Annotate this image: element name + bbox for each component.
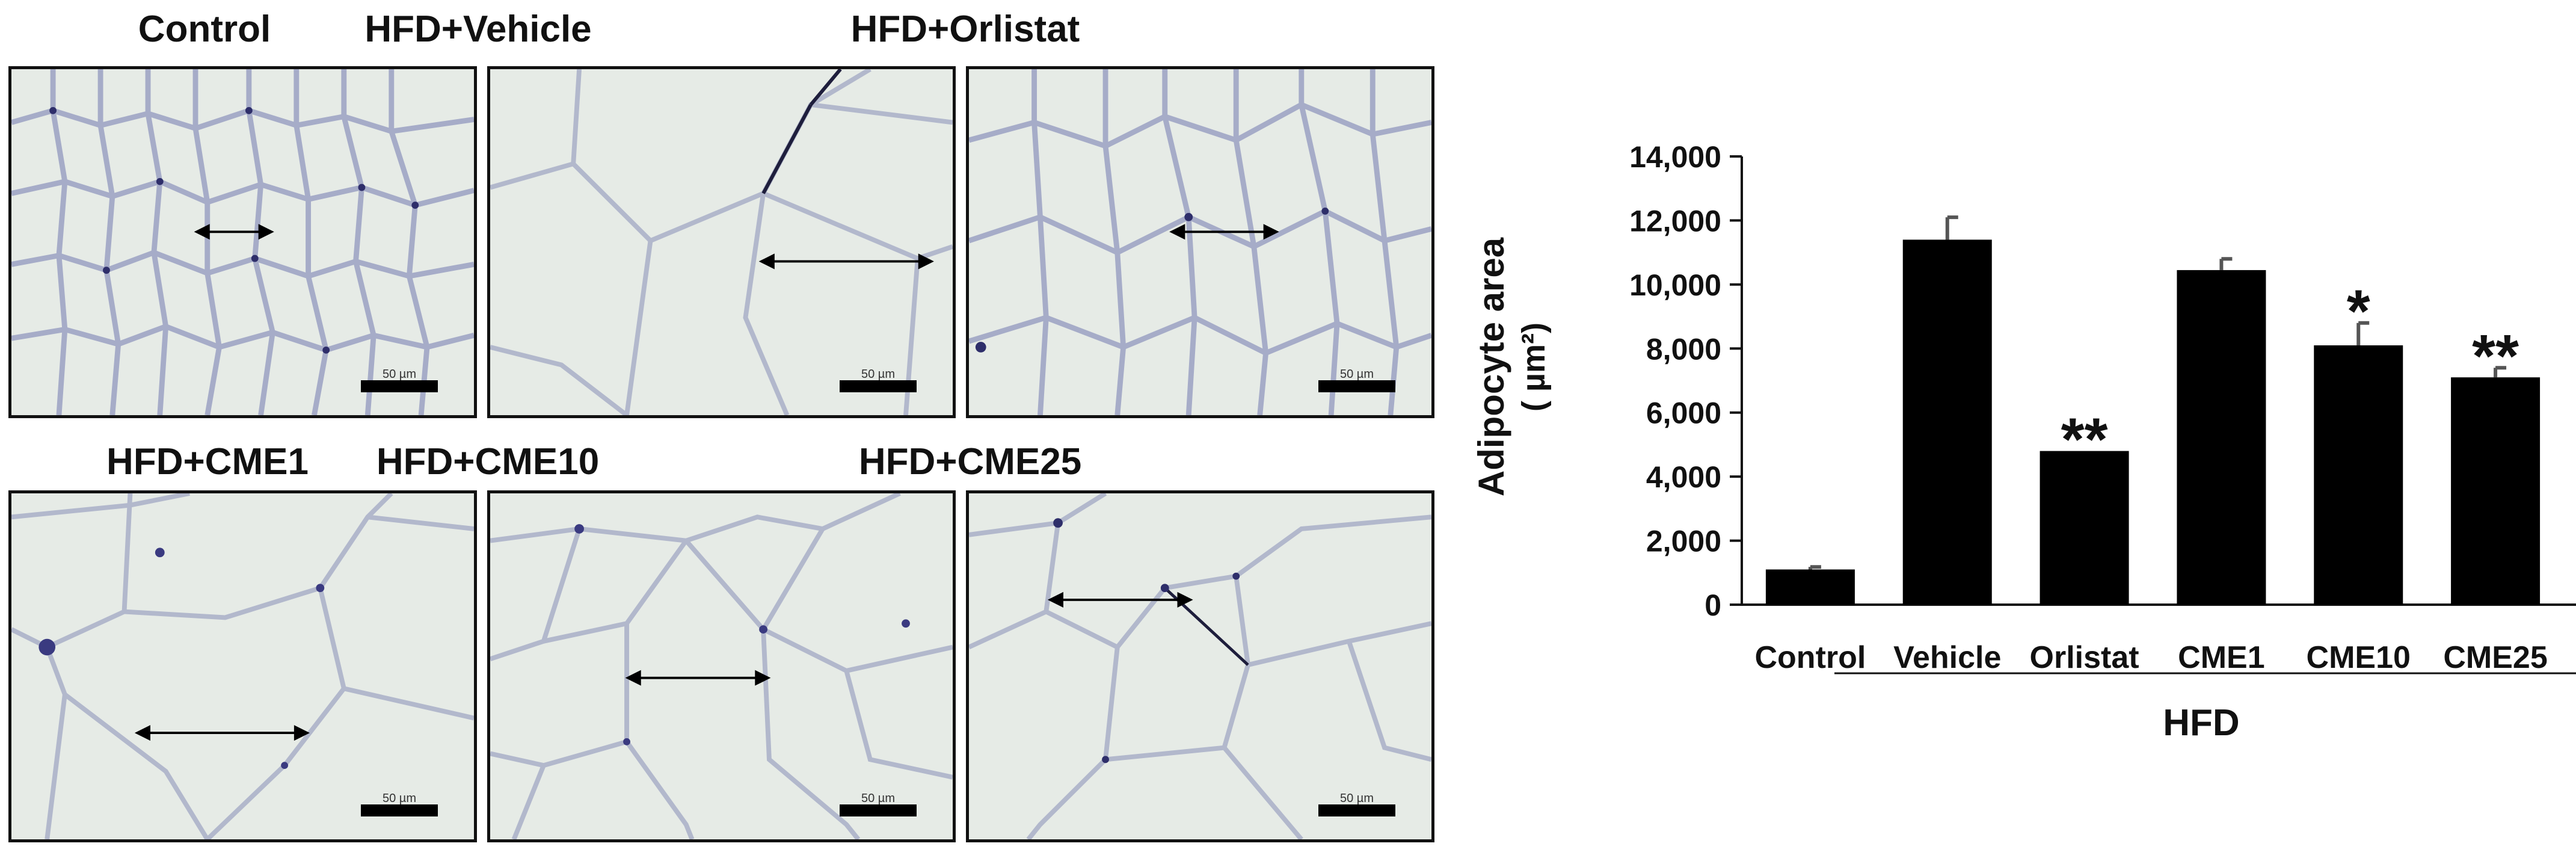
y-axis-label-line2: ( µm²)	[1516, 322, 1552, 412]
bar-control	[1765, 569, 1855, 605]
scale-bar	[840, 380, 917, 392]
significance-marker: *	[2347, 278, 2370, 345]
scale-bar-label: 50 µm	[383, 368, 416, 381]
micrograph-control: 50 µm	[8, 66, 477, 418]
y-tick-label: 10,000	[1629, 268, 1721, 302]
scale-bar-label: 50 µm	[1340, 368, 1374, 381]
significance-marker: **	[2061, 406, 2108, 474]
hfd-group-label: HFD	[2163, 702, 2239, 744]
scale-bar	[1318, 380, 1395, 392]
y-tick-label: 14,000	[1629, 140, 1721, 174]
bar-vehicle	[1902, 239, 1992, 605]
adipocyte-area-chart: Adipocyte area ( µm²) 0 2,000 4,000 6,000 8,…	[1456, 0, 2576, 861]
panel-title-control: Control	[138, 8, 271, 50]
scale-bar-label: 50 µm	[861, 792, 895, 805]
chart-svg: Adipocyte area ( µm²) 0 2,000 4,000 6,000 8,…	[1471, 140, 2576, 744]
scale-bar	[840, 804, 917, 816]
y-tick-label: 12,000	[1629, 204, 1721, 238]
x-tick-label: Control	[1754, 640, 1866, 675]
y-tick-label: 4,000	[1646, 460, 1721, 494]
scale-bar-label: 50 µm	[1340, 792, 1374, 805]
panel-title-hfd-orlistat: HFD+Orlistat	[850, 8, 1080, 50]
panel-title-hfd-cme1: HFD+CME1	[106, 441, 309, 483]
bar-cme10	[2314, 345, 2403, 605]
x-tick-label: Orlistat	[2030, 640, 2139, 675]
panel-title-hfd-cme10: HFD+CME10	[376, 441, 600, 483]
y-tick-label: 2,000	[1646, 525, 1721, 558]
micrograph-hfd-orlistat: 50 µm	[966, 66, 1434, 418]
significance-marker: **	[2472, 322, 2519, 390]
bar-cme1	[2177, 270, 2266, 605]
y-tick-label: 6,000	[1646, 397, 1721, 430]
x-tick-label: CME1	[2178, 640, 2264, 675]
bar-orlistat	[2040, 451, 2129, 605]
micrograph-hfd-cme10: 50 µm	[487, 490, 956, 842]
panel-title-hfd-cme25: HFD+CME25	[858, 441, 1082, 483]
micrograph-grid: Control HFD+Vehicle HFD+Orlistat HFD+CME…	[8, 8, 1434, 842]
scale-bar	[1318, 804, 1395, 816]
panel-title-hfd-vehicle: HFD+Vehicle	[364, 8, 592, 50]
scale-bar-label: 50 µm	[861, 368, 895, 381]
scale-bar	[361, 380, 438, 392]
x-tick-label: Vehicle	[1893, 640, 2001, 675]
scale-bar-label: 50 µm	[383, 792, 416, 805]
bar-cme25	[2451, 377, 2541, 605]
scale-bar	[361, 804, 438, 816]
x-tick-label: CME25	[2443, 640, 2547, 675]
y-axis-label-line1: Adipocyte area	[1471, 237, 1511, 496]
micrograph-hfd-vehicle: 50 µm	[487, 66, 956, 418]
x-tick-label: CME10	[2307, 640, 2411, 675]
micrograph-hfd-cme1: 50 µm	[8, 490, 477, 842]
y-tick-label: 8,000	[1646, 332, 1721, 366]
micrograph-hfd-cme25: 50 µm	[966, 490, 1434, 842]
y-tick-label: 0	[1705, 588, 1721, 622]
